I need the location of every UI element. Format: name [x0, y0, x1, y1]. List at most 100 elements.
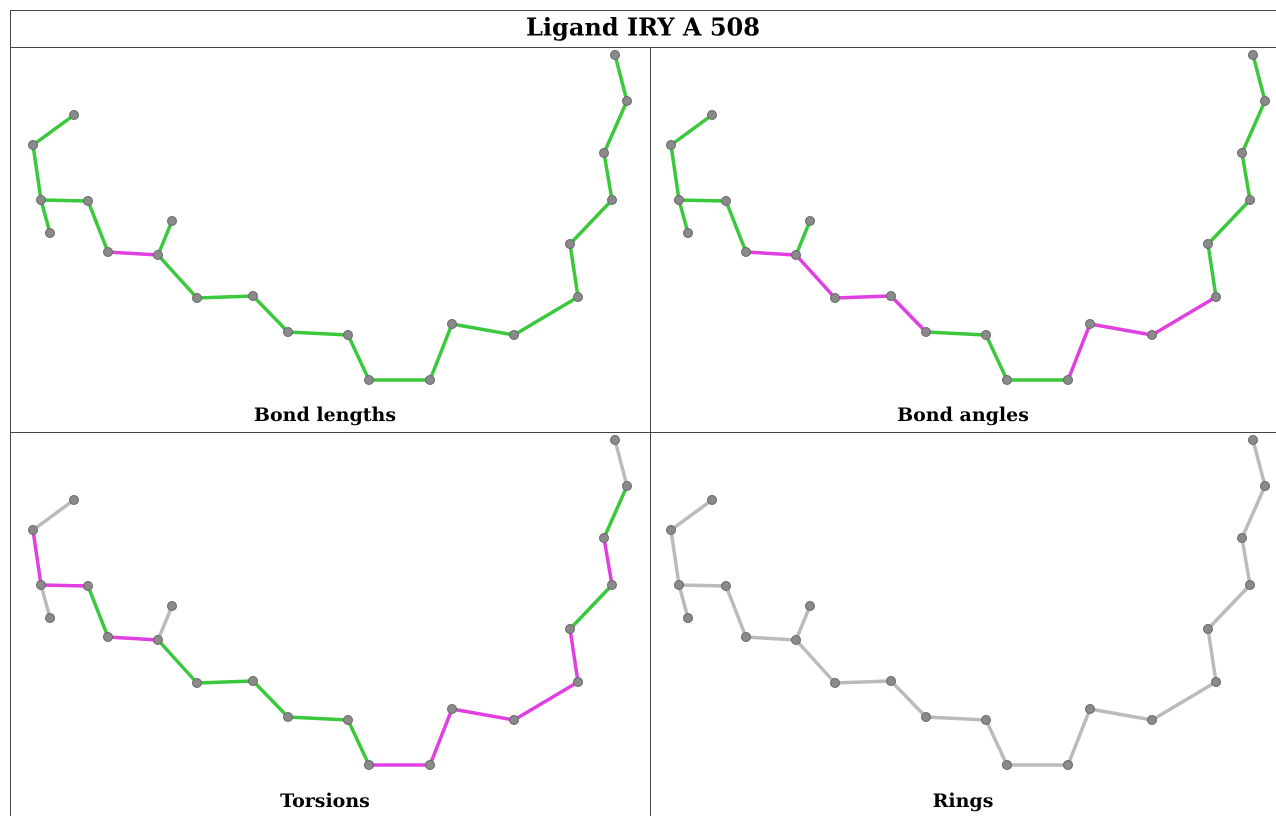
- bond: [669, 143, 681, 202]
- atom: [1248, 435, 1258, 445]
- bond: [602, 151, 614, 202]
- bond: [568, 198, 614, 246]
- bond: [677, 583, 728, 588]
- atom: [69, 110, 79, 120]
- bond: [195, 679, 255, 685]
- bond: [1240, 151, 1252, 202]
- bond: [346, 718, 371, 767]
- bond: [677, 583, 690, 620]
- bond: [984, 718, 1009, 767]
- atom: [167, 216, 177, 226]
- atom: [153, 635, 163, 645]
- atom: [886, 676, 896, 686]
- atom: [622, 96, 632, 106]
- bond: [724, 199, 748, 254]
- atom: [707, 110, 717, 120]
- atom: [921, 712, 931, 722]
- atom: [573, 677, 583, 687]
- atom: [425, 375, 435, 385]
- bond: [794, 219, 812, 257]
- bond: [1240, 484, 1267, 540]
- atom: [45, 228, 55, 238]
- bond: [31, 113, 76, 147]
- bond: [602, 484, 629, 540]
- atom: [610, 435, 620, 445]
- atom: [28, 140, 38, 150]
- bond: [156, 253, 199, 300]
- atom: [283, 712, 293, 722]
- bond: [156, 604, 174, 642]
- bond: [31, 528, 43, 587]
- atom: [573, 292, 583, 302]
- molecule: [28, 435, 632, 770]
- bond: [156, 638, 199, 685]
- atom: [707, 495, 717, 505]
- atom: [1203, 239, 1213, 249]
- atom: [830, 293, 840, 303]
- bond: [833, 679, 893, 685]
- panel-label: Torsions: [280, 790, 370, 812]
- bond: [1150, 295, 1218, 337]
- bond: [31, 498, 76, 532]
- bond: [450, 322, 516, 337]
- atom: [509, 330, 519, 340]
- bond: [613, 53, 629, 103]
- atom: [805, 216, 815, 226]
- atom: [721, 196, 731, 206]
- bond: [428, 707, 454, 767]
- atom: [622, 481, 632, 491]
- atom: [565, 239, 575, 249]
- bond: [568, 627, 580, 684]
- bond: [39, 198, 52, 235]
- molecule: [666, 50, 1270, 385]
- bond: [744, 635, 798, 642]
- bond: [1206, 583, 1252, 631]
- bond: [889, 679, 928, 719]
- bond: [156, 219, 174, 257]
- atom: [721, 581, 731, 591]
- atom: [45, 613, 55, 623]
- atom: [283, 327, 293, 337]
- atom: [192, 678, 202, 688]
- bond: [39, 583, 90, 588]
- atom: [683, 228, 693, 238]
- molecule: [28, 50, 632, 385]
- bond: [1206, 627, 1218, 684]
- atom: [791, 635, 801, 645]
- atom: [1147, 715, 1157, 725]
- bond: [195, 294, 255, 300]
- atom: [981, 330, 991, 340]
- bond: [744, 250, 798, 257]
- molecule: [666, 435, 1270, 770]
- atom: [248, 291, 258, 301]
- atom: [103, 247, 113, 257]
- atom: [599, 148, 609, 158]
- panel-label: Rings: [933, 790, 994, 812]
- atom: [1260, 481, 1270, 491]
- atom: [1085, 704, 1095, 714]
- atom: [1063, 760, 1073, 770]
- atom: [364, 760, 374, 770]
- bond: [602, 99, 629, 155]
- atom: [1248, 50, 1258, 60]
- bond: [286, 715, 350, 722]
- bond: [669, 498, 714, 532]
- atom: [607, 580, 617, 590]
- bond: [568, 583, 614, 631]
- atom: [1203, 624, 1213, 634]
- bond: [251, 679, 290, 719]
- atom: [610, 50, 620, 60]
- atom: [1237, 148, 1247, 158]
- atom: [1211, 677, 1221, 687]
- bond: [568, 242, 580, 299]
- atom: [1260, 96, 1270, 106]
- bond: [86, 584, 110, 639]
- atom: [28, 525, 38, 535]
- atom: [683, 613, 693, 623]
- atom: [741, 247, 751, 257]
- bond: [512, 680, 580, 722]
- bond: [1066, 707, 1092, 767]
- atom: [248, 676, 258, 686]
- atom: [791, 250, 801, 260]
